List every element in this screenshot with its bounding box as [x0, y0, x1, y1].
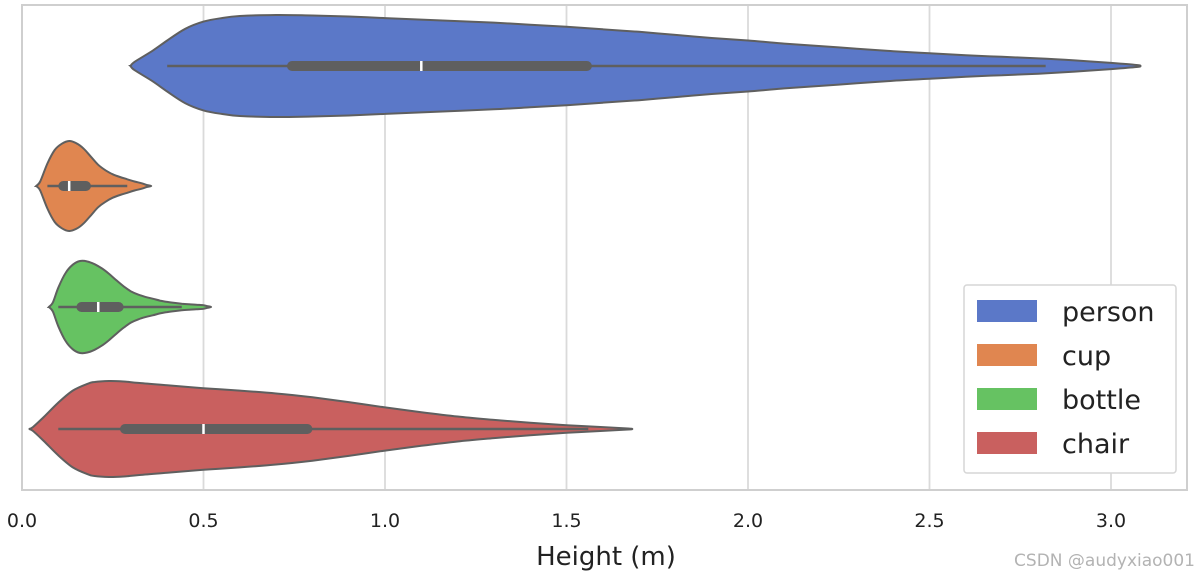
violin-person	[128, 13, 1142, 119]
plot-frame	[21, 4, 1188, 491]
violin-chair	[28, 379, 634, 479]
iqr-box-bottle	[76, 302, 124, 312]
legend-label: person	[1062, 297, 1155, 328]
x-tick-label: 1.5	[551, 510, 581, 532]
legend-label: chair	[1062, 429, 1130, 460]
legend-item-person: person	[977, 297, 1155, 328]
legend-item-bottle: bottle	[977, 385, 1141, 416]
violin-bottle	[46, 259, 213, 355]
x-tick-label: 2.0	[733, 510, 763, 532]
violins	[28, 13, 1142, 479]
legend-item-cup: cup	[977, 341, 1111, 372]
legend-swatch	[977, 432, 1037, 454]
legend-label: bottle	[1062, 385, 1141, 416]
x-tick-labels: 0.0 0.5 1.0 1.5 2.0 2.5 3.0	[7, 510, 1126, 532]
x-tick-label: 2.5	[914, 510, 944, 532]
legend-box	[963, 284, 1177, 474]
legend-item-chair: chair	[977, 429, 1130, 460]
x-tick-label: 3.0	[1096, 510, 1126, 532]
violin-cup	[33, 139, 153, 233]
watermark: CSDN @audyxiao001	[1014, 551, 1195, 571]
legend-swatch	[977, 388, 1037, 410]
iqr-box-cup	[58, 181, 91, 191]
legend: person cup bottle chair	[963, 284, 1177, 474]
iqr-box-person	[286, 61, 592, 71]
legend-swatch	[977, 300, 1037, 322]
x-tick-label: 0.5	[188, 510, 218, 532]
legend-label: cup	[1062, 341, 1111, 372]
legend-swatch	[977, 344, 1037, 366]
iqr-box-chair	[120, 424, 313, 434]
x-axis-label: Height (m)	[536, 542, 676, 572]
x-tick-label: 1.0	[370, 510, 400, 532]
x-tick-label: 0.0	[7, 510, 37, 532]
